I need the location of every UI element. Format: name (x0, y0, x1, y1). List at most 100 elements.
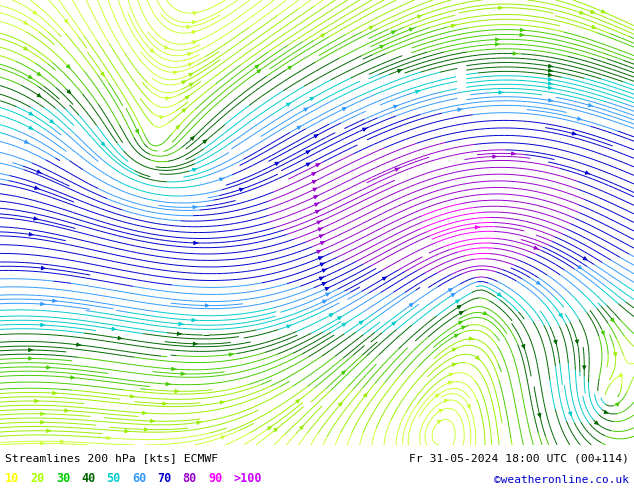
FancyArrowPatch shape (395, 168, 399, 171)
FancyArrowPatch shape (37, 94, 41, 97)
FancyArrowPatch shape (193, 205, 197, 209)
FancyArrowPatch shape (521, 28, 524, 32)
FancyArrowPatch shape (325, 288, 329, 291)
FancyArrowPatch shape (329, 314, 333, 317)
FancyArrowPatch shape (601, 10, 606, 13)
FancyArrowPatch shape (312, 172, 316, 175)
FancyArrowPatch shape (583, 257, 587, 260)
FancyArrowPatch shape (317, 221, 321, 224)
FancyArrowPatch shape (71, 376, 75, 379)
FancyArrowPatch shape (604, 411, 608, 414)
FancyArrowPatch shape (337, 317, 341, 320)
FancyArrowPatch shape (392, 322, 396, 325)
FancyArrowPatch shape (229, 353, 233, 356)
FancyArrowPatch shape (495, 43, 500, 46)
FancyArrowPatch shape (172, 368, 176, 370)
FancyArrowPatch shape (342, 323, 346, 326)
FancyArrowPatch shape (601, 331, 604, 335)
FancyArrowPatch shape (160, 116, 164, 119)
FancyArrowPatch shape (342, 108, 346, 111)
FancyArrowPatch shape (35, 399, 39, 403)
FancyArrowPatch shape (145, 428, 149, 431)
FancyArrowPatch shape (193, 41, 197, 44)
FancyArrowPatch shape (449, 373, 454, 376)
FancyArrowPatch shape (41, 412, 45, 416)
FancyArrowPatch shape (493, 155, 497, 158)
FancyArrowPatch shape (188, 53, 192, 56)
FancyArrowPatch shape (221, 436, 226, 439)
FancyArrowPatch shape (67, 90, 70, 94)
FancyArrowPatch shape (313, 188, 316, 191)
FancyArrowPatch shape (476, 356, 479, 359)
FancyArrowPatch shape (548, 82, 553, 85)
FancyArrowPatch shape (382, 277, 386, 280)
FancyArrowPatch shape (578, 266, 581, 269)
FancyArrowPatch shape (306, 163, 310, 166)
FancyArrowPatch shape (65, 19, 68, 23)
FancyArrowPatch shape (326, 293, 330, 296)
FancyArrowPatch shape (321, 34, 325, 37)
FancyArrowPatch shape (320, 263, 325, 266)
FancyArrowPatch shape (499, 6, 503, 9)
FancyArrowPatch shape (37, 170, 42, 173)
FancyArrowPatch shape (575, 340, 578, 343)
FancyArrowPatch shape (37, 72, 41, 75)
FancyArrowPatch shape (257, 70, 261, 73)
FancyArrowPatch shape (359, 321, 363, 324)
FancyArrowPatch shape (448, 381, 453, 384)
FancyArrowPatch shape (313, 180, 316, 183)
FancyArrowPatch shape (323, 300, 327, 303)
FancyArrowPatch shape (165, 97, 170, 100)
FancyArrowPatch shape (47, 366, 51, 369)
FancyArrowPatch shape (548, 73, 553, 76)
FancyArrowPatch shape (178, 332, 181, 335)
FancyArrowPatch shape (462, 326, 467, 329)
FancyArrowPatch shape (321, 241, 325, 245)
Text: Streamlines 200 hPa [kts] ECMWF: Streamlines 200 hPa [kts] ECMWF (5, 453, 218, 463)
FancyArrowPatch shape (29, 75, 32, 78)
FancyArrowPatch shape (439, 409, 443, 413)
FancyArrowPatch shape (476, 226, 479, 229)
FancyArrowPatch shape (548, 69, 553, 72)
FancyArrowPatch shape (136, 129, 138, 133)
FancyArrowPatch shape (316, 210, 320, 214)
FancyArrowPatch shape (175, 390, 179, 393)
FancyArrowPatch shape (187, 25, 191, 29)
FancyArrowPatch shape (296, 400, 299, 403)
Text: 80: 80 (183, 471, 197, 485)
FancyArrowPatch shape (342, 371, 345, 374)
FancyArrowPatch shape (47, 429, 51, 433)
FancyArrowPatch shape (101, 142, 105, 146)
FancyArrowPatch shape (451, 294, 455, 296)
Text: >100: >100 (233, 471, 262, 485)
FancyArrowPatch shape (275, 162, 279, 165)
FancyArrowPatch shape (458, 108, 462, 111)
FancyArrowPatch shape (320, 235, 324, 238)
FancyArrowPatch shape (165, 46, 169, 49)
FancyArrowPatch shape (611, 318, 614, 322)
FancyArrowPatch shape (583, 366, 586, 369)
FancyArrowPatch shape (548, 77, 553, 81)
FancyArrowPatch shape (314, 196, 318, 199)
FancyArrowPatch shape (150, 49, 154, 52)
FancyArrowPatch shape (192, 21, 197, 24)
FancyArrowPatch shape (469, 337, 474, 340)
FancyArrowPatch shape (193, 342, 198, 345)
Text: 40: 40 (81, 471, 95, 485)
FancyArrowPatch shape (33, 11, 37, 14)
FancyArrowPatch shape (268, 426, 271, 430)
FancyArrowPatch shape (297, 126, 301, 129)
FancyArrowPatch shape (29, 112, 33, 115)
FancyArrowPatch shape (595, 421, 598, 424)
FancyArrowPatch shape (35, 186, 39, 189)
Text: 30: 30 (56, 471, 70, 485)
Text: 20: 20 (30, 471, 44, 485)
FancyArrowPatch shape (193, 169, 197, 171)
FancyArrowPatch shape (34, 217, 38, 220)
FancyArrowPatch shape (194, 241, 198, 245)
FancyArrowPatch shape (77, 343, 81, 346)
FancyArrowPatch shape (437, 420, 441, 423)
FancyArrowPatch shape (107, 436, 111, 440)
FancyArrowPatch shape (182, 81, 185, 84)
FancyArrowPatch shape (306, 151, 309, 154)
